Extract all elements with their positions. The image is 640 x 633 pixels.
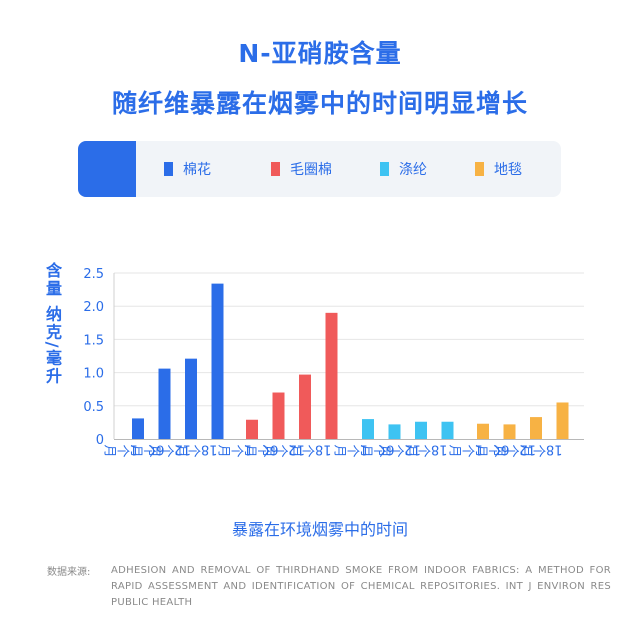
x-tick-label: 12个月 [492, 442, 536, 458]
legend-item-carpet: 地毯 [475, 160, 522, 178]
x-tick-label: 12个月 [147, 442, 191, 458]
chart-title-line-1: N-亚硝胺含量 [238, 39, 402, 68]
x-tick-label: 12个月 [261, 442, 305, 458]
x-tick-label: 6个月 [474, 442, 510, 458]
bar [272, 392, 285, 439]
bar [299, 374, 311, 439]
y-tick-label: 1.0 [83, 367, 104, 382]
legend-item-polyester: 涤纶 [380, 160, 427, 178]
x-tick-label: 18个月 [288, 442, 332, 458]
x-tick-label: 18个月 [519, 442, 563, 458]
legend-label-terry-cotton: 毛圈棉 [290, 162, 332, 178]
legend-label-polyester: 涤纶 [399, 162, 427, 178]
legend-item-cotton: 棉花 [164, 160, 211, 178]
bar [246, 419, 258, 439]
x-tick-label: 6个月 [129, 442, 165, 458]
legend-swatch-carpet [475, 162, 484, 176]
x-tick-label: 18个月 [174, 442, 218, 458]
bar [415, 421, 427, 439]
source-label: 数据来源: [47, 567, 91, 578]
legend-swatch-terry-cotton [271, 162, 280, 176]
legend-accent-block [78, 141, 136, 197]
x-tick-label: 6个月 [359, 442, 395, 458]
x-tick-label: 1个月 [102, 442, 138, 458]
bar [503, 424, 516, 439]
y-tick-label: 1.5 [83, 333, 104, 348]
x-tick-label: 6个月 [243, 442, 279, 458]
bar [211, 283, 224, 439]
x-tick-label: 1个月 [332, 442, 368, 458]
legend-item-terry-cotton: 毛圈棉 [271, 160, 332, 178]
source-citation: ADHESION AND REMOVAL OF THIRDHAND SMOKE … [111, 565, 611, 608]
y-tick-label: 2.5 [83, 267, 104, 282]
x-axis-label: 暴露在环境烟雾中的时间 [231, 520, 408, 539]
legend-label-cotton: 棉花 [183, 162, 211, 178]
legend: 棉花 毛圈棉 涤纶 地毯 [78, 141, 561, 197]
bar [185, 358, 197, 439]
bar [556, 402, 569, 439]
legend-label-carpet: 地毯 [494, 162, 522, 178]
x-tick-label: 1个月 [216, 442, 252, 458]
bar [158, 368, 171, 439]
bar [441, 421, 454, 439]
bar [325, 312, 338, 439]
y-tick-label: 0.5 [83, 400, 104, 415]
legend-swatch-polyester [380, 162, 389, 176]
x-tick-label: 1个月 [447, 442, 483, 458]
bar [362, 419, 374, 439]
bar [477, 423, 489, 439]
chart-title-line-2: 随纤维暴露在烟雾中的时间明显增长 [111, 89, 528, 118]
bar [388, 424, 401, 439]
y-axis-label: 含量 纳克/毫升 [43, 262, 62, 386]
x-tick-label: 12个月 [377, 442, 421, 458]
bar [530, 417, 542, 439]
y-tick-label: 2.0 [83, 300, 104, 315]
x-tick-label: 18个月 [404, 442, 448, 458]
bar [132, 418, 144, 439]
y-tick-label: 0 [96, 433, 104, 448]
legend-swatch-cotton [164, 162, 173, 176]
